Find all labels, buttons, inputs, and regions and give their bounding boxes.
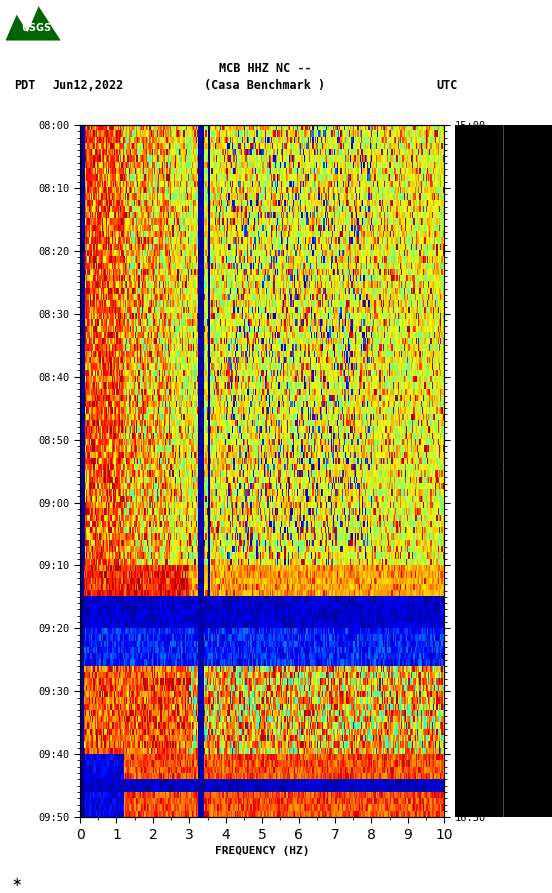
Text: MCB HHZ NC --: MCB HHZ NC --	[219, 63, 311, 75]
Text: PDT: PDT	[14, 79, 35, 92]
Text: $\ast$: $\ast$	[11, 876, 22, 889]
Text: Jun12,2022: Jun12,2022	[52, 79, 124, 92]
Text: USGS: USGS	[21, 22, 51, 33]
X-axis label: FREQUENCY (HZ): FREQUENCY (HZ)	[215, 846, 310, 855]
Text: UTC: UTC	[436, 79, 458, 92]
Polygon shape	[6, 6, 61, 40]
Text: (Casa Benchmark ): (Casa Benchmark )	[204, 79, 326, 92]
